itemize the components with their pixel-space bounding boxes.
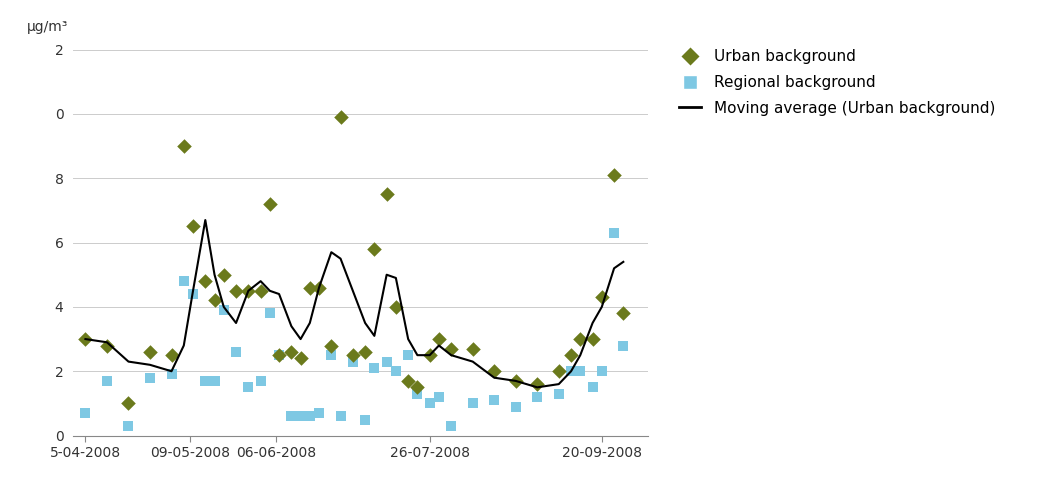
Point	[120, 399, 137, 407]
Point	[185, 290, 202, 298]
Point	[378, 357, 395, 365]
Point	[332, 412, 349, 420]
Point	[409, 390, 425, 398]
Point	[206, 297, 223, 304]
Point	[551, 367, 567, 375]
Point	[196, 377, 213, 385]
Point	[332, 113, 349, 121]
Point	[366, 364, 382, 372]
Point	[240, 287, 257, 295]
Point	[464, 399, 481, 407]
Point	[486, 396, 503, 404]
Point	[283, 348, 300, 356]
Point	[443, 345, 460, 352]
Point	[98, 342, 115, 349]
Point	[301, 284, 318, 292]
Point	[443, 422, 460, 430]
Point	[323, 351, 340, 359]
Point	[176, 277, 192, 285]
Point	[614, 342, 631, 349]
Point	[551, 390, 567, 398]
Point	[252, 377, 269, 385]
Point	[594, 367, 610, 375]
Point	[240, 383, 257, 391]
Point	[301, 412, 318, 420]
Point	[293, 354, 309, 362]
Point	[252, 287, 269, 295]
Point	[356, 348, 373, 356]
Point	[283, 412, 300, 420]
Point	[176, 142, 192, 150]
Point	[614, 309, 631, 317]
Point	[271, 351, 287, 359]
Point	[529, 380, 545, 388]
Point	[163, 370, 180, 378]
Point	[431, 335, 447, 343]
Point	[508, 403, 525, 411]
Point	[486, 367, 503, 375]
Point	[584, 335, 601, 343]
Point	[388, 303, 404, 311]
Point	[163, 351, 180, 359]
Point	[310, 284, 327, 292]
Point	[606, 229, 623, 237]
Point	[310, 409, 327, 417]
Point	[293, 412, 309, 420]
Point	[185, 223, 202, 231]
Point	[366, 245, 382, 253]
Point	[196, 277, 213, 285]
Point	[562, 351, 579, 359]
Point	[356, 416, 373, 424]
Text: μg/m³: μg/m³	[27, 20, 69, 34]
Point	[261, 309, 278, 317]
Point	[572, 367, 588, 375]
Point	[388, 367, 404, 375]
Point	[228, 348, 245, 356]
Point	[572, 335, 588, 343]
Point	[271, 351, 287, 359]
Point	[215, 271, 232, 279]
Point	[508, 377, 525, 385]
Point	[421, 351, 438, 359]
Point	[409, 383, 425, 391]
Point	[431, 393, 447, 401]
Point	[464, 345, 481, 352]
Point	[345, 351, 362, 359]
Point	[378, 191, 395, 198]
Point	[261, 200, 278, 208]
Point	[120, 422, 137, 430]
Point	[562, 367, 579, 375]
Point	[77, 409, 94, 417]
Point	[228, 287, 245, 295]
Point	[142, 374, 159, 382]
Point	[98, 377, 115, 385]
Point	[345, 357, 362, 365]
Legend: Urban background, Regional background, Moving average (Urban background): Urban background, Regional background, M…	[678, 50, 995, 116]
Point	[323, 342, 340, 349]
Point	[584, 383, 601, 391]
Point	[206, 377, 223, 385]
Point	[400, 351, 417, 359]
Point	[421, 399, 438, 407]
Point	[77, 335, 94, 343]
Point	[529, 393, 545, 401]
Point	[215, 306, 232, 314]
Point	[142, 348, 159, 356]
Point	[400, 377, 417, 385]
Point	[594, 293, 610, 301]
Point	[606, 171, 623, 179]
